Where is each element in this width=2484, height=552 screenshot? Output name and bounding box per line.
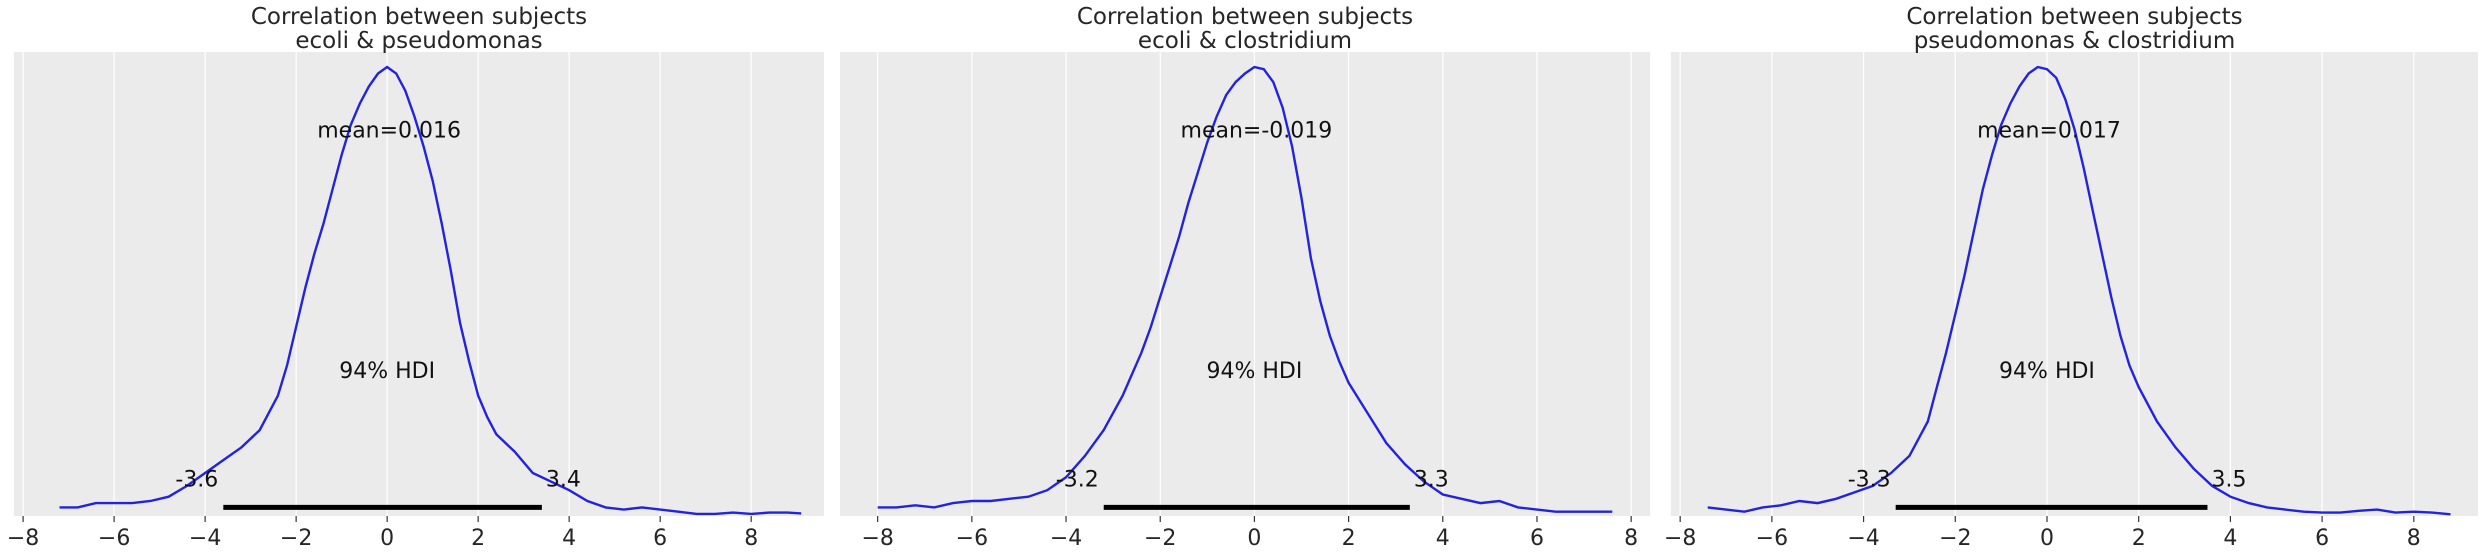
x-tick-label: 4 <box>562 526 576 551</box>
x-tick-label: −4 <box>1847 526 1879 551</box>
x-tick-label: −6 <box>98 526 130 551</box>
x-tick-label: 8 <box>2407 526 2421 551</box>
x-tick-label: −6 <box>1756 526 1788 551</box>
x-tick-label: 2 <box>1342 526 1356 551</box>
density-line <box>877 65 1613 513</box>
hdi-lower-label: -3.2 <box>1056 467 1099 492</box>
x-tick-label: −2 <box>1144 526 1176 551</box>
hdi-upper-label: 3.5 <box>2211 467 2246 492</box>
x-tick-label: −2 <box>1939 526 1971 551</box>
chart-title: ecoli & clostridium <box>1138 28 1352 54</box>
x-tick-label: 6 <box>653 526 667 551</box>
hdi-lower-label: -3.6 <box>175 467 218 492</box>
x-tick-label: −8 <box>861 526 893 551</box>
hdi-label: 94% HDI <box>339 359 435 384</box>
chart-title: pseudomonas & clostridium <box>1914 28 2236 54</box>
x-tick-label: −8 <box>1664 526 1696 551</box>
x-tick-label: −6 <box>956 526 988 551</box>
x-tick-label: 0 <box>380 526 394 551</box>
hdi-label: 94% HDI <box>1999 359 2095 384</box>
x-tick-label: −8 <box>7 526 39 551</box>
x-tick-label: 8 <box>744 526 758 551</box>
hdi-upper-label: 3.4 <box>546 467 581 492</box>
x-tick-label: 0 <box>2040 526 2054 551</box>
mean-label: mean=0.017 <box>1977 118 2121 143</box>
x-tick-label: 6 <box>2315 526 2329 551</box>
x-tick-label: 6 <box>1530 526 1544 551</box>
chart-title: Correlation between subjects <box>251 4 587 30</box>
hdi-label: 94% HDI <box>1206 359 1302 384</box>
chart-title: Correlation between subjects <box>1077 4 1413 30</box>
hdi-upper-label: 3.3 <box>1414 467 1449 492</box>
mean-label: mean=-0.019 <box>1181 118 1333 143</box>
x-tick-label: 2 <box>2132 526 2146 551</box>
hdi-lower-label: -3.3 <box>1848 467 1891 492</box>
density-line <box>1707 65 2451 516</box>
plot-area <box>840 52 1650 516</box>
x-tick-label: −4 <box>1050 526 1082 551</box>
x-tick-label: 4 <box>1436 526 1450 551</box>
x-tick-label: 4 <box>2223 526 2237 551</box>
x-tick-label: −4 <box>189 526 221 551</box>
x-tick-label: 2 <box>471 526 485 551</box>
chart-panel: Correlation between subjectspseudomonas … <box>1664 4 2478 551</box>
chart-title: Correlation between subjects <box>1906 4 2242 30</box>
mean-label: mean=0.016 <box>317 118 461 143</box>
density-line <box>59 65 802 516</box>
x-tick-label: 0 <box>1247 526 1261 551</box>
chart-title: ecoli & pseudomonas <box>295 28 542 54</box>
x-tick-label: 8 <box>1624 526 1638 551</box>
x-tick-label: −2 <box>280 526 312 551</box>
